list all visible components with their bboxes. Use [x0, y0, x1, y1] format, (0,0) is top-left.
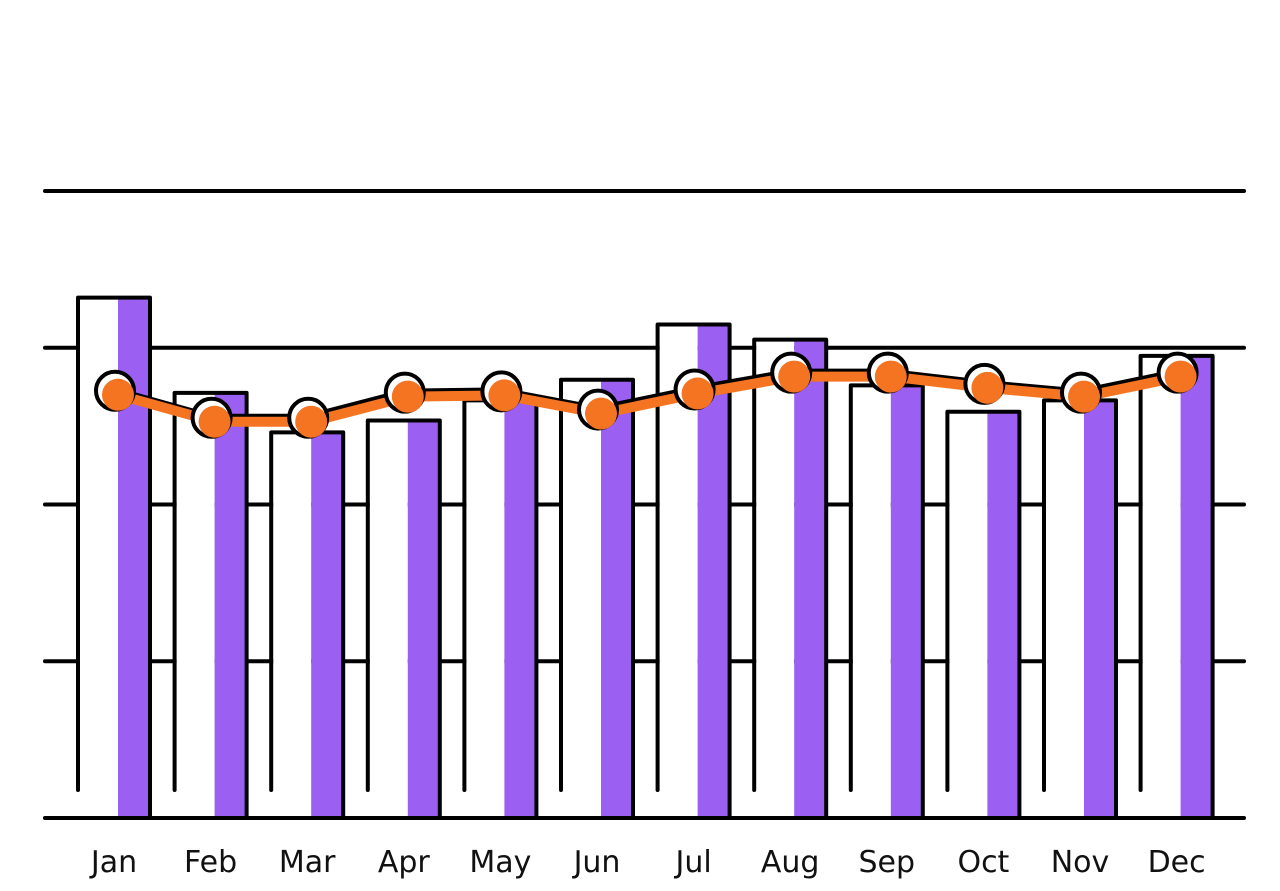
bar-group: [365, 418, 442, 820]
bar-outline: [172, 390, 249, 820]
bar-left-half: [273, 432, 312, 818]
bar: [407, 420, 440, 818]
line-point: [874, 360, 907, 393]
line-point: [681, 377, 714, 410]
bar-group: [752, 337, 829, 820]
bar: [601, 379, 633, 818]
line-point: [1068, 380, 1100, 413]
line-point: [198, 405, 231, 438]
bar: [1084, 400, 1116, 818]
x-tick-label: Aug: [761, 845, 820, 880]
bar-left-half: [756, 339, 795, 818]
bar-left-half: [369, 420, 408, 818]
x-tick-label: Oct: [957, 845, 1009, 880]
bar-group: [1042, 398, 1118, 820]
bar-outline: [365, 418, 442, 820]
line-point: [295, 405, 328, 438]
bar: [311, 432, 344, 818]
bar-left-half: [563, 379, 601, 818]
bar-group: [462, 398, 539, 820]
x-tick-label: May: [469, 845, 531, 880]
bar-left-half: [466, 400, 505, 818]
bar-left-half: [949, 411, 988, 818]
bar-group: [1138, 353, 1215, 820]
bar: [987, 411, 1020, 818]
bar: [504, 400, 537, 818]
bar-outline: [752, 337, 829, 820]
line-point: [102, 378, 134, 411]
line-point: [778, 360, 811, 393]
bar: [1180, 355, 1213, 818]
bar: [794, 339, 827, 818]
bar-group: [945, 409, 1022, 820]
x-tick-label: Mar: [279, 845, 336, 880]
bar-left-half: [1142, 355, 1181, 818]
bar-group: [559, 377, 635, 820]
bar-outline: [945, 409, 1022, 820]
x-tick-label: Sep: [859, 845, 916, 880]
bar-group: [269, 430, 346, 820]
line-point: [585, 397, 617, 430]
x-tick-label: Jun: [572, 845, 621, 880]
bar-group: [848, 383, 925, 820]
line-point: [391, 380, 424, 413]
bar-group: [172, 390, 249, 820]
bar-left-half: [1046, 400, 1084, 818]
bar-left-half: [852, 385, 891, 818]
x-tick-label: Dec: [1148, 845, 1206, 880]
bar-outline: [76, 295, 152, 820]
line-point: [488, 379, 521, 412]
bar: [890, 385, 923, 818]
x-tick-label: Nov: [1051, 845, 1110, 880]
bar-left-half: [176, 392, 215, 818]
x-tick-label: Jan: [89, 845, 137, 880]
x-tick-label: Feb: [184, 845, 237, 880]
x-tick-label: Apr: [378, 845, 431, 880]
bar: [214, 392, 247, 818]
x-tick-label: Jul: [673, 845, 711, 880]
bar-outline: [559, 377, 635, 820]
line-point: [971, 371, 1004, 404]
line-point: [1164, 360, 1197, 393]
bar-outline: [655, 322, 732, 820]
